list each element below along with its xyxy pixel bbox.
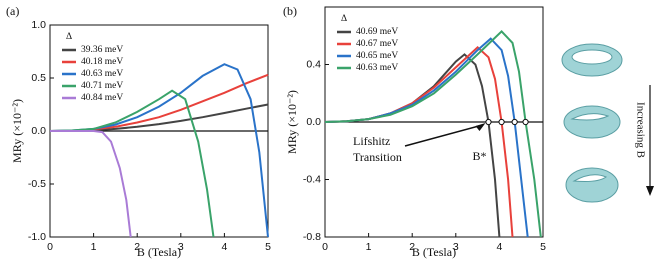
x-tick-label: 0 [47, 241, 53, 253]
legend-title: Δ [341, 14, 347, 24]
x-tick-label: 2 [134, 241, 140, 253]
series-line [49, 89, 215, 238]
legend-label: 40.65 meV [356, 51, 398, 61]
series-line [324, 53, 501, 238]
series-line [324, 29, 542, 238]
annotation-point: B* [473, 149, 487, 163]
annotation: Transition [353, 150, 402, 164]
legend-label: 40.67 meV [356, 39, 398, 49]
x-axis-label: B (Tesla) [137, 245, 181, 259]
x-tick-label: 3 [453, 241, 459, 253]
y-tick-label: 0.0 [31, 125, 46, 137]
y-tick-label: 0.5 [31, 72, 46, 84]
legend-label: 40.18 meV [81, 57, 123, 67]
x-tick-label: 5 [540, 241, 546, 253]
side-label: Increasing B [634, 102, 646, 158]
y-tick-label: -1.0 [28, 231, 46, 243]
crossing-marker [511, 118, 518, 126]
legend-label: 40.69 meV [356, 27, 398, 37]
y-tick-label: -0.5 [28, 178, 46, 190]
legend-label: 40.63 meV [356, 63, 398, 73]
arrow-head [475, 123, 486, 131]
panel-label: (b) [283, 4, 297, 18]
annotation: Lifshitz [353, 134, 390, 148]
x-tick-label: 5 [265, 241, 271, 253]
torus-illustrations [561, 43, 654, 203]
y-tick-label: -0.8 [303, 231, 321, 243]
x-tick-label: 2 [409, 241, 415, 253]
panel-label: (a) [6, 4, 19, 18]
crossing-marker [498, 118, 505, 126]
x-axis-label: B (Tesla) [412, 245, 456, 259]
legend-label: 40.84 meV [81, 93, 123, 103]
x-tick-label: 4 [221, 241, 227, 253]
legend-label: 40.71 meV [81, 81, 123, 91]
y-axis-label: MRy (×10⁻²) [10, 99, 24, 163]
x-tick-label: 3 [178, 241, 184, 253]
x-tick-label: 4 [496, 241, 502, 253]
y-tick-label: 0.0 [306, 116, 321, 128]
x-tick-label: 1 [91, 241, 97, 253]
x-tick-label: 0 [322, 241, 328, 253]
legend-label: 39.36 meV [81, 45, 123, 55]
legend-title: Δ [66, 32, 72, 42]
crossing-marker [522, 118, 529, 126]
y-tick-label: 1.0 [31, 19, 46, 31]
x-tick-label: 1 [366, 241, 372, 253]
annotation-arrow [404, 124, 483, 147]
y-tick-label: 0.4 [306, 58, 321, 70]
crossing-marker [485, 118, 492, 126]
y-tick-label: -0.4 [303, 173, 321, 185]
series-line [50, 130, 132, 238]
y-axis-label: MRy (×10⁻²) [285, 90, 299, 154]
legend-label: 40.63 meV [81, 69, 123, 79]
